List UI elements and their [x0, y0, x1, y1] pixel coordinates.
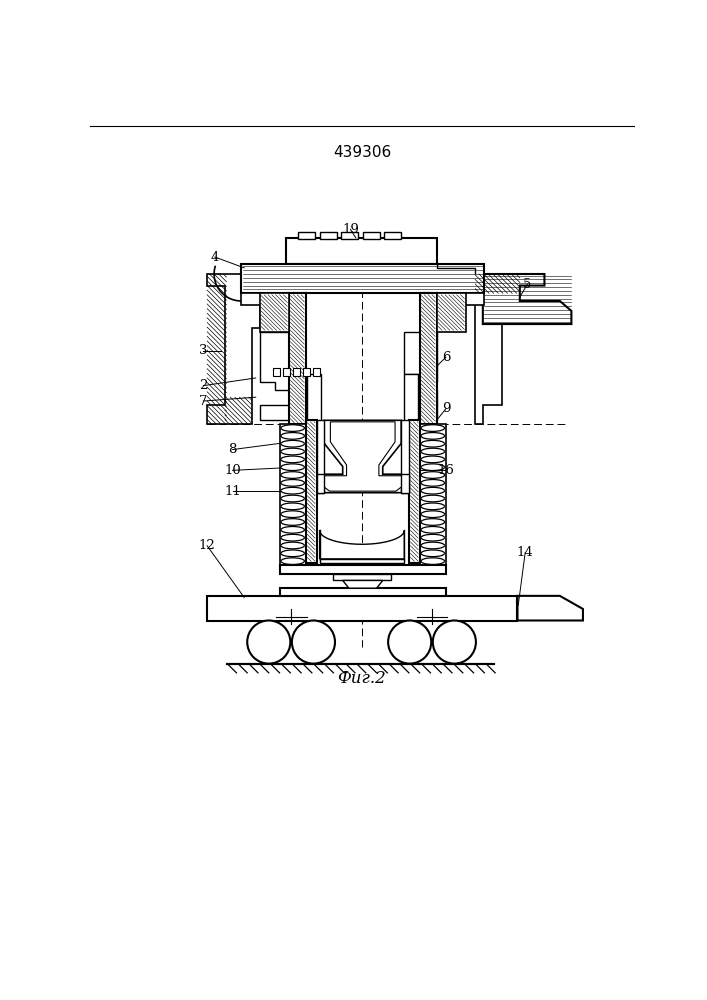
Text: 11: 11 — [224, 485, 241, 498]
Polygon shape — [320, 420, 406, 493]
Text: 12: 12 — [199, 539, 216, 552]
Bar — [435, 293, 484, 305]
Polygon shape — [402, 474, 409, 493]
Bar — [279, 565, 446, 574]
Polygon shape — [475, 274, 520, 424]
Polygon shape — [404, 332, 437, 420]
Text: 10: 10 — [224, 464, 241, 477]
Polygon shape — [518, 596, 583, 620]
Circle shape — [388, 620, 431, 664]
Bar — [404, 374, 418, 424]
Bar — [317, 420, 325, 493]
Circle shape — [292, 620, 335, 664]
Bar — [283, 368, 291, 376]
Polygon shape — [324, 422, 402, 491]
Polygon shape — [343, 580, 382, 588]
Bar — [305, 420, 317, 563]
Text: Фиг.2: Фиг.2 — [337, 670, 386, 687]
Circle shape — [433, 620, 476, 664]
Polygon shape — [483, 274, 571, 324]
Bar — [320, 559, 404, 563]
Text: 4: 4 — [211, 251, 219, 264]
Bar — [241, 264, 484, 293]
Text: 6: 6 — [442, 351, 450, 364]
Bar — [279, 424, 305, 565]
Bar — [402, 420, 409, 493]
Polygon shape — [317, 474, 325, 493]
Bar — [409, 420, 420, 563]
Polygon shape — [288, 382, 308, 420]
Bar — [273, 368, 281, 376]
Bar — [286, 238, 438, 264]
Text: 8: 8 — [228, 443, 237, 456]
Text: 3: 3 — [199, 344, 208, 358]
Bar — [303, 368, 310, 376]
Text: 5: 5 — [523, 278, 532, 291]
Polygon shape — [259, 332, 308, 420]
Bar — [341, 232, 358, 239]
Bar — [363, 232, 380, 239]
Bar — [333, 574, 391, 580]
Text: 439306: 439306 — [333, 145, 391, 160]
Bar — [437, 293, 466, 332]
Bar — [308, 374, 321, 424]
Bar — [298, 232, 315, 239]
Text: 2: 2 — [199, 379, 208, 392]
Text: 14: 14 — [517, 546, 534, 559]
Bar — [385, 232, 402, 239]
Text: 19: 19 — [342, 223, 359, 236]
Bar — [420, 293, 437, 424]
Bar — [279, 588, 446, 596]
Polygon shape — [320, 530, 404, 559]
Bar — [207, 596, 518, 620]
Text: 7: 7 — [199, 395, 208, 408]
Bar — [312, 368, 320, 376]
Bar — [259, 293, 288, 332]
Bar — [293, 368, 300, 376]
Bar — [420, 424, 446, 565]
Text: 9: 9 — [442, 402, 450, 415]
Bar — [320, 232, 337, 239]
Text: 16: 16 — [438, 464, 455, 477]
Polygon shape — [207, 274, 259, 424]
Bar — [241, 293, 291, 305]
Circle shape — [247, 620, 291, 664]
Bar — [288, 293, 305, 424]
